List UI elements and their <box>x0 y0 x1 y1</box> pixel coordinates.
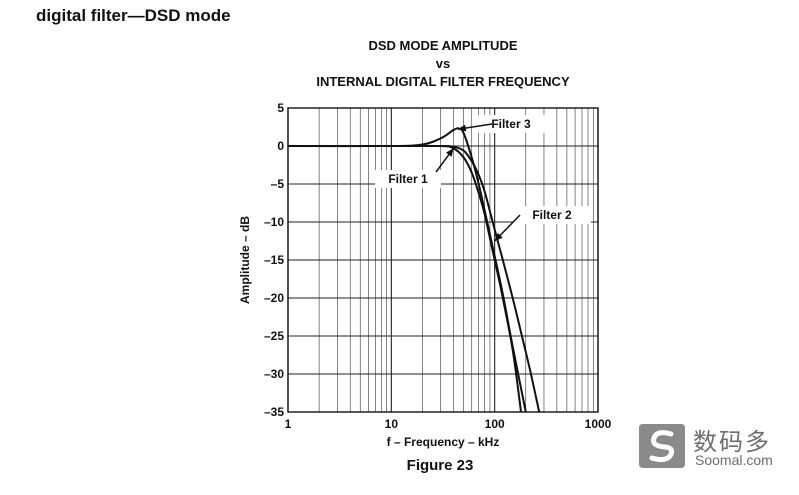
chart-title-line-3: INTERNAL DIGITAL FILTER FREQUENCY <box>316 74 570 89</box>
watermark-chinese-text: 数码多 <box>693 429 771 456</box>
x-tick-label: 1000 <box>585 417 612 431</box>
annotation-filter-1-arrowhead <box>445 148 454 157</box>
annotation-filter-2-label: Filter 2 <box>532 208 572 222</box>
annotation-filter-3-box <box>472 115 550 133</box>
annotation-filter-1-label: Filter 1 <box>388 172 428 186</box>
plot-frame <box>287 107 599 413</box>
y-tick-label: –25 <box>264 329 284 343</box>
annotation-filter-3-label: Filter 3 <box>491 117 531 131</box>
x-tick-label: 100 <box>485 417 505 431</box>
annotation-filter-2-box <box>513 206 591 224</box>
series-line-filter-2 <box>288 144 541 412</box>
y-tick-label: 5 <box>277 101 284 115</box>
x-tick-label: 1 <box>285 417 292 431</box>
y-tick-label: –30 <box>264 367 284 381</box>
x-axis-label: f – Frequency – kHz <box>387 435 500 449</box>
annotation-filter-1-box <box>375 170 441 188</box>
y-tick-label: –5 <box>271 177 285 191</box>
chart-title-line-2: vs <box>435 56 451 71</box>
y-axis-label: Amplitude – dB <box>238 216 252 304</box>
y-tick-label: –10 <box>264 215 284 229</box>
annotation-filter-2-arrowhead <box>494 232 503 241</box>
x-tick-label: 10 <box>385 417 399 431</box>
watermark: 数码多 Soomal.com <box>637 420 787 472</box>
figure-caption: Figure 23 <box>406 457 474 474</box>
chart-title-line-1: DSD MODE AMPLITUDE <box>368 38 518 53</box>
series-line-filter-3 <box>288 127 527 412</box>
soomal-logo-icon <box>639 424 685 468</box>
y-tick-label: –15 <box>264 253 284 267</box>
annotation-filter-3-arrowhead <box>457 124 467 132</box>
watermark-site-text: Soomal.com <box>695 452 773 468</box>
y-tick-label: 0 <box>277 139 284 153</box>
y-tick-label: –20 <box>264 291 284 305</box>
y-tick-label: –35 <box>264 405 284 419</box>
section-heading: digital filter—DSD mode <box>36 6 231 25</box>
